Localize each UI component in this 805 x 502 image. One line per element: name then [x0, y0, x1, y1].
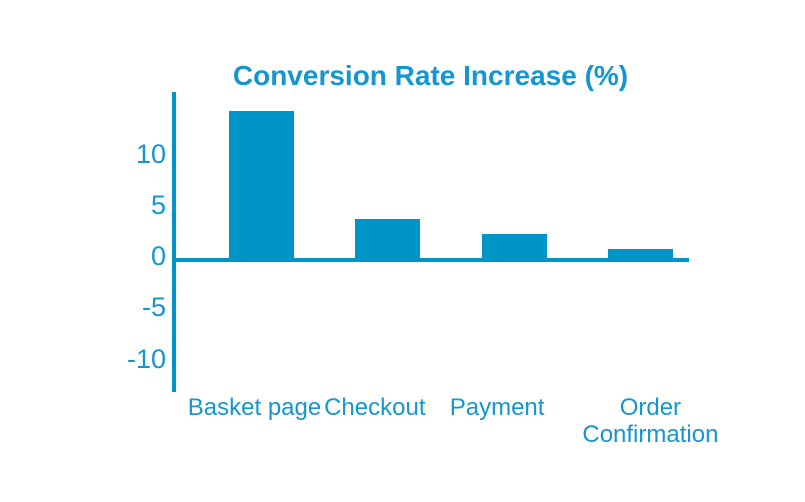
x-label-payment: Payment — [449, 394, 545, 421]
x-axis-line — [172, 258, 689, 262]
bar-checkout — [355, 219, 421, 258]
y-tick-label--10: -10 — [126, 343, 166, 374]
x-label-checkout: Checkout — [324, 394, 426, 421]
y-axis-line — [172, 92, 176, 392]
y-tick-label-0: 0 — [150, 241, 166, 271]
bar-order-confirmation — [607, 248, 673, 258]
bar-payment — [481, 234, 547, 258]
x-label-basket-page: Basket page — [187, 394, 322, 421]
y-tick-label-10: 10 — [135, 138, 166, 169]
y-tick-label-5: 5 — [150, 189, 166, 220]
bar-basket-page — [229, 111, 294, 258]
chart-title: Conversion Rate Increase (%) — [232, 60, 629, 91]
y-tick-label--5: -5 — [141, 292, 166, 323]
x-label-order-confirmation: Order Confirmation — [582, 394, 719, 448]
